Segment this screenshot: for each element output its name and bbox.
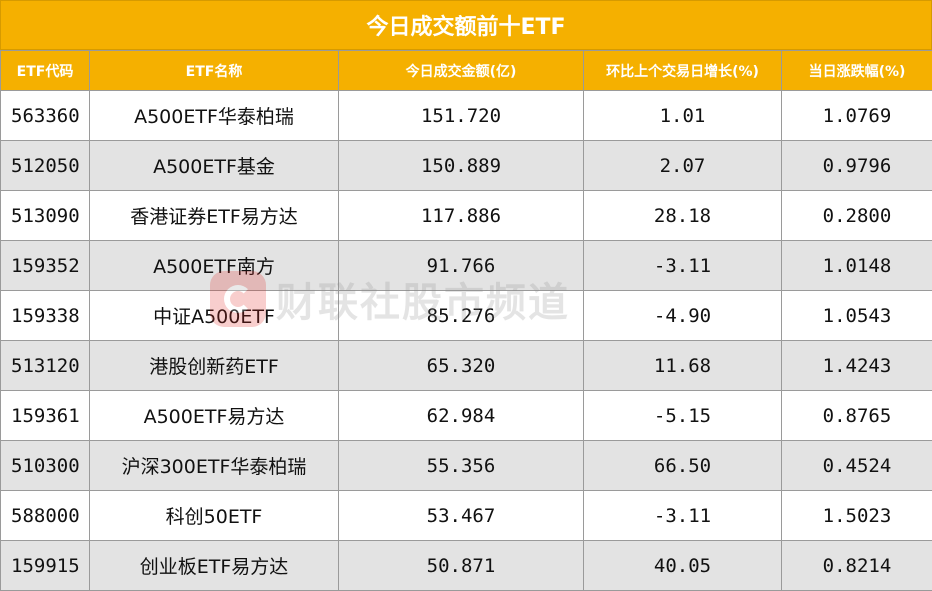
cell-amount: 117.886	[339, 191, 584, 241]
header-change: 当日涨跌幅(%)	[782, 51, 932, 91]
cell-code: 512050	[1, 141, 90, 191]
cell-change: 0.8214	[782, 541, 932, 591]
cell-amount: 85.276	[339, 291, 584, 341]
cell-name: 港股创新药ETF	[90, 341, 339, 391]
cell-amount: 91.766	[339, 241, 584, 291]
cell-amount: 55.356	[339, 441, 584, 491]
cell-change: 1.4243	[782, 341, 932, 391]
cell-code: 159361	[1, 391, 90, 441]
cell-name: 科创50ETF	[90, 491, 339, 541]
cell-code: 159915	[1, 541, 90, 591]
cell-amount: 50.871	[339, 541, 584, 591]
cell-growth: 40.05	[584, 541, 782, 591]
cell-change: 0.8765	[782, 391, 932, 441]
cell-change: 1.0769	[782, 91, 932, 141]
cell-name: 沪深300ETF华泰柏瑞	[90, 441, 339, 491]
cell-growth: -3.11	[584, 491, 782, 541]
cell-code: 563360	[1, 91, 90, 141]
cell-name: A500ETF南方	[90, 241, 339, 291]
table-title: 今日成交额前十ETF	[0, 0, 932, 50]
cell-name: A500ETF华泰柏瑞	[90, 91, 339, 141]
cell-code: 159352	[1, 241, 90, 291]
cell-amount: 150.889	[339, 141, 584, 191]
cell-name: 创业板ETF易方达	[90, 541, 339, 591]
cell-name: 香港证券ETF易方达	[90, 191, 339, 241]
header-growth: 环比上个交易日增长(%)	[584, 51, 782, 91]
cell-amount: 53.467	[339, 491, 584, 541]
cell-growth: 2.07	[584, 141, 782, 191]
cell-growth: 66.50	[584, 441, 782, 491]
header-amount: 今日成交金额(亿)	[339, 51, 584, 91]
cell-change: 1.0543	[782, 291, 932, 341]
cell-growth: 11.68	[584, 341, 782, 391]
header-code: ETF代码	[1, 51, 90, 91]
cell-code: 159338	[1, 291, 90, 341]
cell-growth: 28.18	[584, 191, 782, 241]
cell-growth: 1.01	[584, 91, 782, 141]
cell-growth: -5.15	[584, 391, 782, 441]
cell-amount: 151.720	[339, 91, 584, 141]
cell-code: 513120	[1, 341, 90, 391]
cell-amount: 65.320	[339, 341, 584, 391]
cell-code: 588000	[1, 491, 90, 541]
cell-name: 中证A500ETF	[90, 291, 339, 341]
cell-code: 510300	[1, 441, 90, 491]
cell-code: 513090	[1, 191, 90, 241]
cell-name: A500ETF基金	[90, 141, 339, 191]
header-name: ETF名称	[90, 51, 339, 91]
cell-change: 0.4524	[782, 441, 932, 491]
cell-amount: 62.984	[339, 391, 584, 441]
cell-change: 1.5023	[782, 491, 932, 541]
cell-growth: -4.90	[584, 291, 782, 341]
cell-growth: -3.11	[584, 241, 782, 291]
cell-change: 0.2800	[782, 191, 932, 241]
etf-ranking-table: ETF代码 ETF名称 今日成交金额(亿) 环比上个交易日增长(%) 当日涨跌幅…	[0, 50, 932, 591]
header-row: ETF代码 ETF名称 今日成交金额(亿) 环比上个交易日增长(%) 当日涨跌幅…	[1, 51, 932, 91]
cell-name: A500ETF易方达	[90, 391, 339, 441]
cell-change: 0.9796	[782, 141, 932, 191]
cell-change: 1.0148	[782, 241, 932, 291]
